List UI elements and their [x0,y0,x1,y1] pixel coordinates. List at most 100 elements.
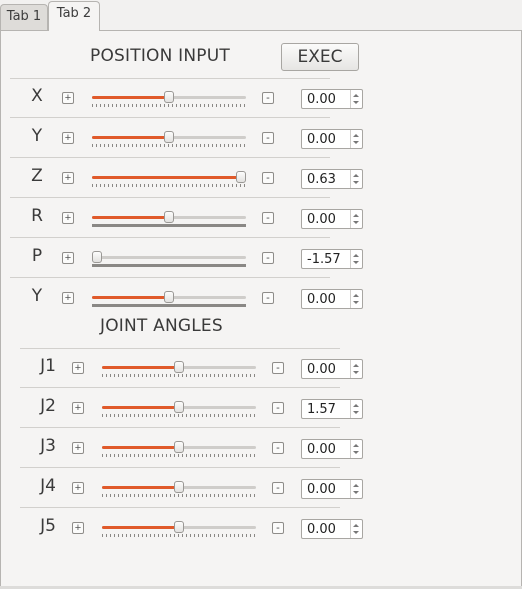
decrement-button[interactable]: - [262,92,274,104]
decrement-button[interactable]: - [262,172,274,184]
spin-down-icon[interactable] [353,411,359,414]
spin-arrows[interactable] [350,480,362,498]
exec-button[interactable]: EXEC [281,43,359,71]
position-spinbox[interactable] [301,249,363,269]
decrement-button[interactable]: - [272,522,284,534]
spin-down-icon[interactable] [353,181,359,184]
position-value-field[interactable] [302,290,352,308]
increment-button[interactable]: + [62,292,74,304]
spin-up-icon[interactable] [353,214,359,217]
position-value-field[interactable] [302,130,352,148]
decrement-button[interactable]: - [262,252,274,264]
increment-button[interactable]: + [62,252,74,264]
spin-arrows[interactable] [350,250,362,268]
spin-arrows[interactable] [350,90,362,108]
joint-spinbox[interactable] [301,519,363,539]
position-slider[interactable] [92,288,246,310]
spin-down-icon[interactable] [353,491,359,494]
slider-handle[interactable] [92,251,102,263]
increment-button[interactable]: + [62,172,74,184]
spin-down-icon[interactable] [353,101,359,104]
joint-slider[interactable] [102,438,256,460]
spin-up-icon[interactable] [353,404,359,407]
position-value-field[interactable] [302,90,352,108]
slider-handle[interactable] [236,171,246,183]
position-slider[interactable] [92,128,246,150]
position-spinbox[interactable] [301,289,363,309]
slider-handle[interactable] [164,211,174,223]
increment-button[interactable]: + [72,362,84,374]
position-value-field[interactable] [302,250,352,268]
position-slider[interactable] [92,208,246,230]
spin-down-icon[interactable] [353,371,359,374]
joint-value-field[interactable] [302,520,352,538]
joint-slider[interactable] [102,358,256,380]
spin-arrows[interactable] [350,520,362,538]
spin-arrows[interactable] [350,440,362,458]
spin-up-icon[interactable] [353,484,359,487]
increment-button[interactable]: + [62,132,74,144]
slider-handle[interactable] [174,441,184,453]
spin-down-icon[interactable] [353,301,359,304]
position-value-field[interactable] [302,210,352,228]
position-slider[interactable] [92,248,246,270]
increment-button[interactable]: + [62,92,74,104]
position-slider[interactable] [92,88,246,110]
tab-1[interactable]: Tab 1 [0,4,48,30]
joint-spinbox[interactable] [301,439,363,459]
spin-up-icon[interactable] [353,174,359,177]
slider-handle[interactable] [174,401,184,413]
joint-spinbox[interactable] [301,479,363,499]
spin-up-icon[interactable] [353,444,359,447]
increment-button[interactable]: + [72,402,84,414]
position-spinbox[interactable] [301,209,363,229]
spin-arrows[interactable] [350,170,362,188]
decrement-button[interactable]: - [272,402,284,414]
slider-handle[interactable] [164,131,174,143]
position-value-field[interactable] [302,170,352,188]
increment-button[interactable]: + [62,212,74,224]
spin-arrows[interactable] [350,400,362,418]
spin-arrows[interactable] [350,130,362,148]
tab-2[interactable]: Tab 2 [48,1,100,31]
spin-up-icon[interactable] [353,254,359,257]
joint-spinbox[interactable] [301,359,363,379]
decrement-button[interactable]: - [262,292,274,304]
position-spinbox[interactable] [301,89,363,109]
decrement-button[interactable]: - [262,212,274,224]
joint-slider[interactable] [102,478,256,500]
spin-arrows[interactable] [350,360,362,378]
joint-slider[interactable] [102,518,256,540]
slider-handle[interactable] [174,361,184,373]
increment-button[interactable]: + [72,522,84,534]
spin-down-icon[interactable] [353,531,359,534]
joint-value-field[interactable] [302,440,352,458]
spin-down-icon[interactable] [353,221,359,224]
joint-slider[interactable] [102,398,256,420]
decrement-button[interactable]: - [272,362,284,374]
joint-spinbox[interactable] [301,399,363,419]
spin-up-icon[interactable] [353,524,359,527]
spin-down-icon[interactable] [353,261,359,264]
spin-up-icon[interactable] [353,364,359,367]
spin-down-icon[interactable] [353,451,359,454]
increment-button[interactable]: + [72,442,84,454]
joint-value-field[interactable] [302,360,352,378]
spin-up-icon[interactable] [353,294,359,297]
spin-down-icon[interactable] [353,141,359,144]
position-spinbox[interactable] [301,169,363,189]
decrement-button[interactable]: - [262,132,274,144]
joint-value-field[interactable] [302,400,352,418]
decrement-button[interactable]: - [272,482,284,494]
slider-handle[interactable] [174,521,184,533]
position-spinbox[interactable] [301,129,363,149]
spin-arrows[interactable] [350,290,362,308]
joint-value-field[interactable] [302,480,352,498]
slider-handle[interactable] [164,291,174,303]
increment-button[interactable]: + [72,482,84,494]
position-slider[interactable] [92,168,246,190]
spin-up-icon[interactable] [353,134,359,137]
slider-handle[interactable] [174,481,184,493]
decrement-button[interactable]: - [272,442,284,454]
spin-arrows[interactable] [350,210,362,228]
